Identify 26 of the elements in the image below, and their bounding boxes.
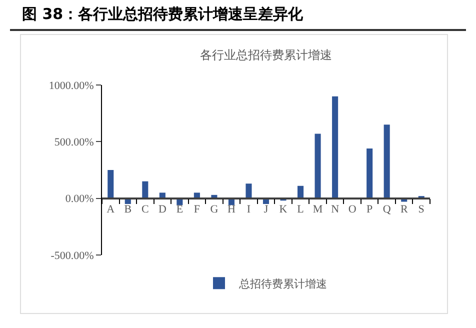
x-tick-label: L [297,203,304,216]
x-tick-label: I [246,203,251,216]
x-tick-label: A [106,203,115,216]
y-tick-label: 500.00% [54,136,94,149]
x-tick-label: H [227,203,236,216]
x-tick-label: B [124,203,132,216]
x-tick-label: C [141,203,149,216]
y-tick-label: 0.00% [65,193,94,206]
x-tick-label: F [194,203,200,216]
legend-label: 总招待费累计增速 [238,277,327,290]
y-tick-label: -500.00% [50,250,94,262]
x-tick-label: K [279,203,288,216]
x-tick-label: P [366,203,373,216]
x-tick-label: Q [382,203,391,216]
x-tick-label: D [158,203,166,216]
x-tick-label: O [348,203,356,216]
x-tick-label: J [264,203,269,216]
x-tick-label: S [418,203,424,216]
x-tick-label: N [331,203,340,216]
y-tick-label: 1000.00% [48,80,94,92]
x-tick-label: M [312,203,323,216]
x-tick-label: G [210,203,218,216]
x-tick-label: E [176,203,184,216]
chart-title: 图 38：各行业总招待费累计增速呈差异化 [22,5,304,24]
x-tick-label: R [400,203,408,216]
chart-subtitle: 各行业总招待费累计增速 [200,48,332,62]
